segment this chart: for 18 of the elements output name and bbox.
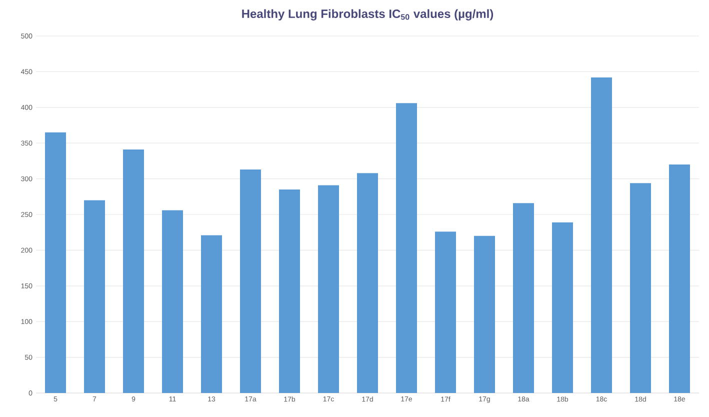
bar bbox=[84, 200, 106, 393]
bar bbox=[318, 185, 340, 393]
bar bbox=[669, 164, 690, 393]
bar bbox=[45, 132, 66, 393]
chart-title: Healthy Lung Fibroblasts IC$_{50}$ values (µg/ml) bbox=[242, 9, 494, 20]
bar bbox=[279, 190, 300, 393]
bar bbox=[240, 170, 262, 393]
bar bbox=[513, 203, 534, 393]
bar bbox=[357, 173, 378, 393]
bar bbox=[552, 222, 573, 393]
bar bbox=[435, 232, 456, 393]
bar bbox=[630, 183, 651, 393]
bar bbox=[162, 210, 184, 393]
bar bbox=[591, 77, 612, 393]
bar bbox=[474, 236, 495, 393]
bar bbox=[201, 235, 222, 393]
bar bbox=[123, 150, 144, 393]
bar bbox=[396, 103, 417, 393]
